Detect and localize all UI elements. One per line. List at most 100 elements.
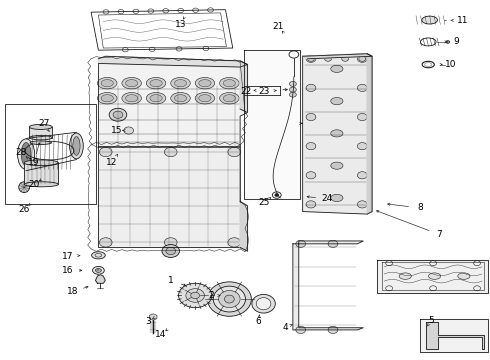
Text: 2: 2 (208, 291, 214, 300)
Text: 17: 17 (62, 252, 74, 261)
Text: 14: 14 (155, 330, 167, 339)
Polygon shape (377, 260, 489, 293)
Circle shape (113, 111, 123, 118)
Text: 10: 10 (444, 60, 456, 69)
Ellipse shape (122, 77, 142, 89)
Text: 24: 24 (321, 194, 333, 203)
Ellipse shape (18, 139, 35, 170)
Ellipse shape (101, 95, 113, 102)
Polygon shape (303, 54, 372, 59)
Ellipse shape (21, 143, 31, 166)
Circle shape (275, 194, 279, 197)
Ellipse shape (171, 93, 190, 104)
Circle shape (306, 172, 316, 179)
Circle shape (428, 325, 436, 330)
Polygon shape (98, 56, 247, 147)
Ellipse shape (125, 95, 138, 102)
Ellipse shape (252, 294, 275, 313)
Circle shape (357, 55, 367, 62)
Polygon shape (98, 56, 247, 67)
Circle shape (164, 147, 177, 157)
Text: 8: 8 (417, 203, 423, 212)
Text: 13: 13 (175, 19, 186, 28)
Ellipse shape (256, 298, 271, 310)
Circle shape (306, 143, 316, 150)
Ellipse shape (70, 133, 83, 159)
Ellipse shape (92, 252, 105, 259)
Circle shape (290, 92, 296, 97)
Circle shape (296, 240, 306, 247)
Polygon shape (149, 314, 157, 320)
Ellipse shape (122, 93, 142, 104)
Ellipse shape (178, 283, 212, 308)
Polygon shape (420, 319, 489, 352)
Text: 9: 9 (453, 37, 459, 46)
Ellipse shape (73, 136, 80, 155)
Circle shape (162, 244, 179, 257)
Circle shape (296, 326, 306, 333)
Ellipse shape (30, 141, 51, 144)
Ellipse shape (24, 182, 58, 187)
Ellipse shape (147, 77, 166, 89)
Polygon shape (426, 321, 485, 348)
Ellipse shape (150, 95, 162, 102)
Text: 11: 11 (457, 16, 468, 25)
Text: 3: 3 (146, 317, 151, 326)
Ellipse shape (29, 135, 52, 140)
Text: 1: 1 (168, 276, 173, 285)
Ellipse shape (93, 266, 104, 274)
Circle shape (357, 113, 367, 121)
Ellipse shape (213, 286, 245, 312)
Text: 7: 7 (437, 230, 442, 239)
Text: 5: 5 (429, 316, 435, 325)
Text: 23: 23 (259, 86, 270, 95)
Text: 28: 28 (16, 148, 27, 157)
Circle shape (357, 201, 367, 208)
Text: 16: 16 (62, 266, 74, 275)
Ellipse shape (223, 95, 236, 102)
Ellipse shape (223, 80, 236, 87)
Ellipse shape (199, 80, 211, 87)
Circle shape (308, 56, 315, 61)
Circle shape (446, 41, 450, 43)
Circle shape (124, 127, 134, 134)
Ellipse shape (331, 130, 343, 137)
Text: 27: 27 (38, 119, 49, 128)
Ellipse shape (150, 80, 162, 87)
Circle shape (290, 81, 296, 86)
Text: 25: 25 (258, 198, 269, 207)
Text: 18: 18 (67, 287, 79, 296)
Circle shape (328, 326, 338, 333)
Ellipse shape (171, 77, 190, 89)
Ellipse shape (220, 93, 239, 104)
Polygon shape (98, 147, 247, 251)
Text: 4: 4 (282, 323, 288, 332)
Polygon shape (303, 54, 372, 214)
Circle shape (164, 238, 177, 247)
Ellipse shape (422, 16, 438, 24)
Circle shape (357, 84, 367, 91)
Circle shape (99, 147, 112, 157)
Ellipse shape (147, 93, 166, 104)
Ellipse shape (428, 273, 441, 279)
Circle shape (306, 84, 316, 91)
Ellipse shape (195, 77, 215, 89)
Circle shape (357, 172, 367, 179)
Polygon shape (240, 61, 247, 113)
Circle shape (290, 87, 296, 92)
Ellipse shape (98, 77, 117, 89)
Ellipse shape (331, 162, 343, 169)
Ellipse shape (191, 292, 199, 299)
Polygon shape (367, 54, 372, 214)
Ellipse shape (24, 160, 58, 166)
Ellipse shape (207, 282, 251, 316)
Ellipse shape (219, 291, 240, 308)
Circle shape (228, 147, 241, 157)
Ellipse shape (174, 95, 187, 102)
Circle shape (325, 56, 331, 61)
Polygon shape (29, 127, 52, 138)
Circle shape (306, 201, 316, 208)
Ellipse shape (331, 65, 343, 72)
Text: 19: 19 (28, 158, 40, 167)
Text: 20: 20 (28, 180, 40, 189)
